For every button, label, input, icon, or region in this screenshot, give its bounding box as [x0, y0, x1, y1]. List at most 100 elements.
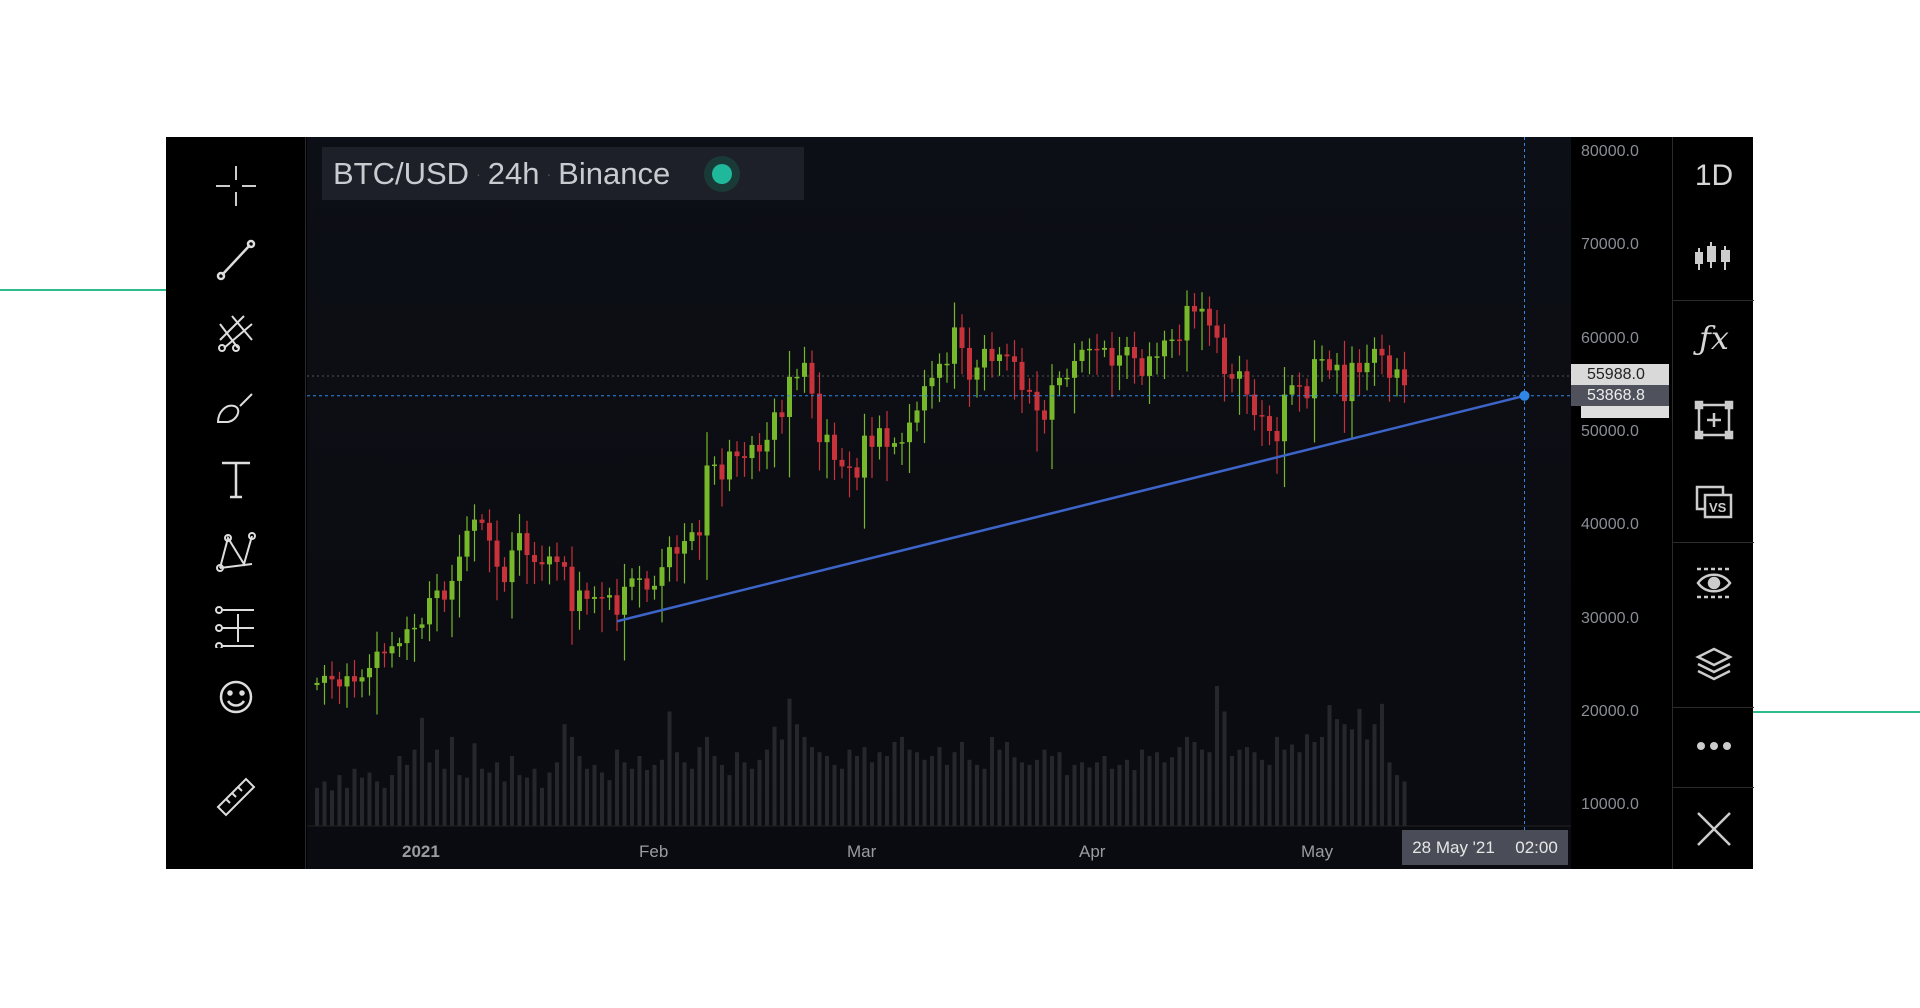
live-status-icon	[704, 155, 741, 192]
candle	[1012, 356, 1017, 362]
fx-icon[interactable]: ƒx	[1699, 319, 1729, 357]
candle	[1019, 361, 1025, 390]
volume-bar	[1080, 762, 1084, 826]
volume-bar	[1050, 756, 1054, 826]
volume-bar	[367, 772, 372, 826]
candle	[434, 590, 440, 599]
volume-bar	[435, 749, 439, 826]
candle	[517, 533, 522, 551]
volume-bar	[1140, 749, 1144, 826]
candle	[1064, 377, 1070, 380]
candle	[742, 456, 747, 459]
x-tick-label: Feb	[639, 842, 669, 861]
volume-bar	[1387, 762, 1392, 826]
candle	[1057, 377, 1062, 386]
volume-bar	[735, 752, 739, 826]
volume-bar	[517, 775, 522, 826]
volume-bar	[1192, 742, 1197, 826]
volume-bar	[562, 724, 567, 826]
eye-icon[interactable]	[1691, 561, 1737, 605]
volume-bar	[1365, 739, 1369, 826]
volume-bar	[1282, 749, 1287, 826]
volume-bar	[892, 742, 897, 826]
volume-bar	[1072, 764, 1077, 826]
y-tick-label: 30000.0	[1581, 610, 1639, 627]
candle	[622, 586, 627, 615]
candle	[959, 327, 965, 348]
candle	[1214, 325, 1220, 338]
y-tick-label: 20000.0	[1581, 703, 1639, 720]
candle	[1049, 385, 1055, 420]
price-axis[interactable]: 80000.0 70000.0 60000.0 50000.0 40000.0 …	[1571, 137, 1672, 869]
text-icon[interactable]	[214, 457, 258, 501]
volume-bar	[375, 781, 379, 826]
volume-bar	[1267, 764, 1272, 826]
candle	[1094, 348, 1100, 351]
measure-arrows-icon[interactable]	[214, 604, 258, 648]
candle	[314, 682, 320, 686]
fork-icon[interactable]	[214, 310, 258, 354]
volume-bar	[570, 736, 574, 826]
candle	[989, 348, 995, 361]
brush-icon[interactable]	[214, 384, 258, 428]
candle	[569, 566, 575, 612]
candle	[727, 451, 732, 480]
volume-bar	[1170, 757, 1174, 826]
candle	[1237, 371, 1242, 379]
volume-bar	[780, 739, 784, 826]
candle	[329, 675, 335, 680]
volume-bar	[382, 787, 387, 826]
more-icon[interactable]	[1691, 724, 1737, 768]
candle	[712, 464, 717, 467]
candle	[1349, 362, 1355, 402]
candle	[1267, 416, 1272, 431]
layers-icon[interactable]	[1691, 642, 1737, 686]
y-tick-label: 40000.0	[1581, 516, 1639, 533]
candle	[802, 362, 807, 377]
volume-bar	[1320, 736, 1324, 826]
price-tag-high: 55988.0	[1571, 364, 1669, 385]
volume-bar	[345, 787, 349, 826]
volume-bar	[712, 756, 717, 826]
candle	[1042, 410, 1047, 420]
chart-canvas[interactable]: BTC/USD · 24h · Binance 2021 Feb Mar Apr M…	[307, 137, 1571, 869]
pattern-icon[interactable]	[214, 530, 258, 574]
candle	[877, 428, 882, 447]
volume-bar	[405, 764, 409, 826]
add-frame-icon[interactable]	[1691, 398, 1737, 442]
volume-bar	[975, 764, 979, 826]
volume-bar	[720, 764, 724, 826]
exchange-label: Binance	[558, 155, 671, 191]
candle	[629, 578, 635, 587]
volume-bar	[840, 768, 844, 826]
volume-bar	[1245, 747, 1249, 826]
volume-bar	[322, 781, 327, 826]
symbol-header[interactable]: BTC/USD · 24h · Binance	[322, 147, 804, 200]
cursor-date: 28 May '21	[1412, 837, 1495, 857]
trend-line-icon[interactable]	[214, 237, 258, 281]
interval-button[interactable]: 1D	[1694, 159, 1734, 192]
crosshair-point	[1519, 390, 1530, 401]
candle	[1297, 385, 1302, 387]
volume-bar	[600, 772, 604, 826]
volume-bar	[1260, 759, 1264, 826]
candle	[697, 532, 702, 536]
compare-vs-icon[interactable]: VS	[1691, 479, 1737, 523]
candle	[449, 580, 455, 600]
separator	[1673, 707, 1754, 708]
volume-bar	[607, 780, 612, 826]
volume-bar	[532, 768, 537, 826]
candle	[1132, 346, 1137, 359]
decor-line-right	[1753, 711, 1920, 713]
cursor-time: 02:00	[1515, 837, 1558, 857]
separator	[1673, 542, 1754, 543]
emoji-icon[interactable]	[214, 675, 258, 719]
close-icon[interactable]	[1691, 807, 1737, 851]
candle	[592, 597, 597, 599]
ruler-icon[interactable]	[214, 775, 258, 819]
price-chart[interactable]	[307, 137, 1571, 869]
volume-bar	[1207, 752, 1212, 826]
candles-icon[interactable]	[1691, 235, 1737, 279]
crosshair-icon[interactable]	[214, 164, 258, 208]
volume-bar	[442, 768, 447, 826]
